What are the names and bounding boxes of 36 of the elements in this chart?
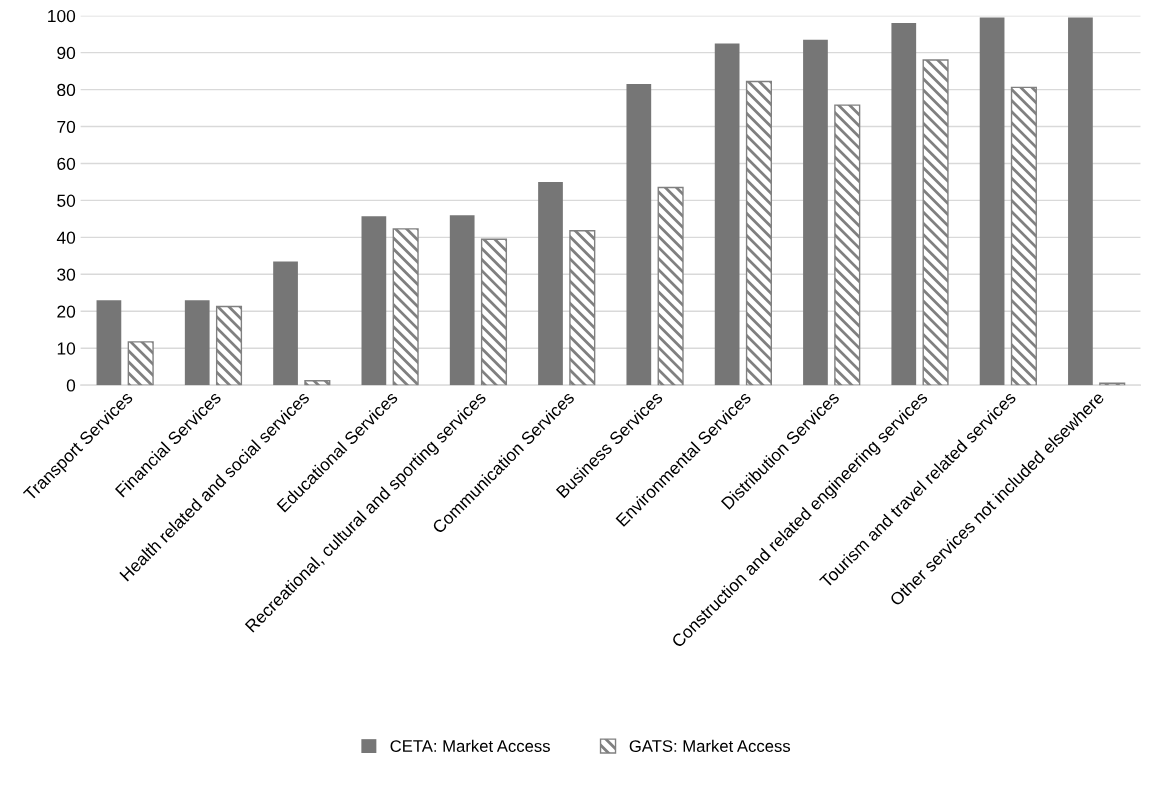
y-tick-label: 30 [57, 268, 76, 281]
bar [626, 84, 652, 386]
bar [449, 215, 475, 386]
bar [714, 43, 740, 386]
bar [304, 380, 331, 386]
bar [538, 181, 563, 386]
y-tick-label: 60 [57, 157, 76, 170]
bar [273, 261, 298, 386]
bar [127, 341, 154, 386]
bar [184, 300, 210, 386]
bar [979, 17, 1005, 386]
bar [569, 230, 596, 386]
y-tick-label: 10 [57, 342, 76, 355]
y-tick-label: 0 [66, 379, 76, 392]
y-tick-label: 70 [57, 120, 76, 134]
y-tick-label: 80 [57, 83, 76, 97]
bar [215, 305, 243, 386]
bar [745, 80, 772, 386]
y-tick-label: 50 [57, 194, 76, 207]
legend-label: GATS: Market Access [629, 739, 791, 752]
bar [1010, 86, 1037, 386]
y-tick-label: 100 [48, 9, 76, 23]
bar [891, 23, 917, 386]
bar [657, 186, 684, 386]
bar [96, 300, 122, 386]
y-tick-label: 40 [56, 231, 76, 244]
y-tick-label: 90 [57, 46, 76, 60]
bar [803, 39, 828, 386]
bar [361, 216, 387, 386]
bar [1068, 17, 1093, 386]
legend-label: CETA: Market Access [390, 739, 550, 752]
bar [480, 238, 508, 386]
bar [834, 104, 861, 386]
bar [392, 228, 419, 386]
y-tick-label: 20 [57, 305, 76, 318]
bar [922, 59, 949, 386]
